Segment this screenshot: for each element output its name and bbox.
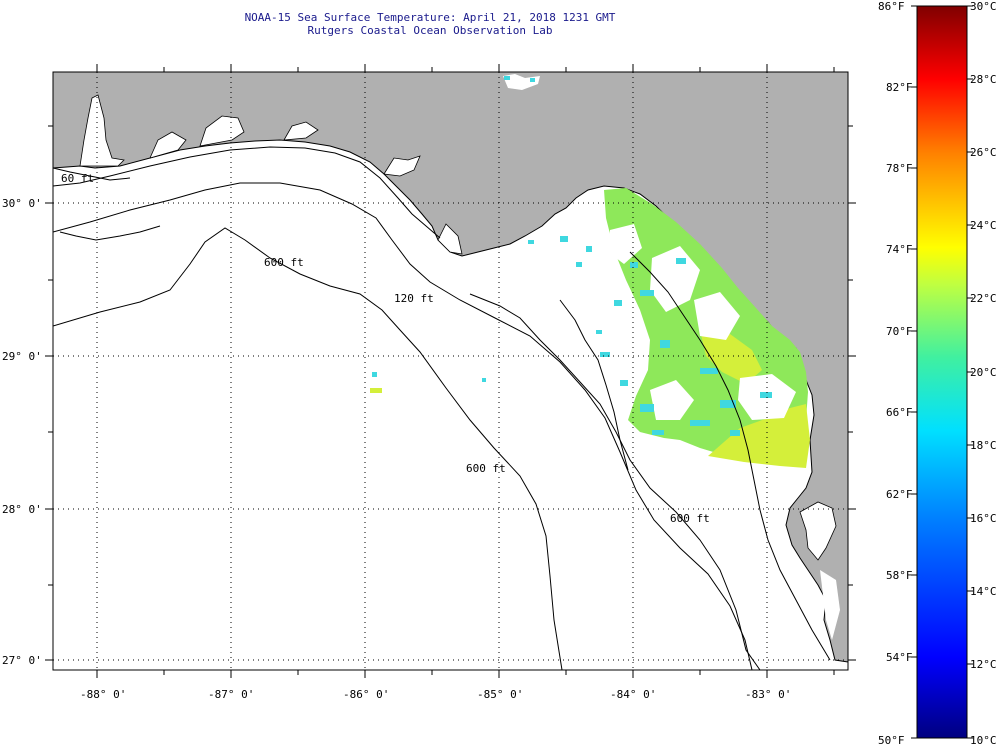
lat-label: 30° 0' (2, 197, 42, 210)
contour-label: 600 ft (466, 462, 506, 475)
lon-label: -83° 0' (745, 688, 791, 701)
colorbar-label-f: 58°F (886, 569, 913, 582)
sst-cyan-speckle (372, 76, 772, 436)
tick-marks (45, 64, 856, 678)
land-mass (53, 72, 848, 663)
colorbar-label-c: 30°C (970, 0, 997, 13)
colorbar (916, 5, 968, 739)
lat-label: 29° 0' (2, 350, 42, 363)
contour-label: 600 ft (670, 512, 710, 525)
map-frame (52, 71, 849, 671)
contour-label: 120 ft (394, 292, 434, 305)
lat-label: 27° 0' (2, 654, 42, 667)
sst-yellow-patch (708, 404, 810, 468)
colorbar-label-f: 50°F (878, 734, 905, 747)
colorbar-label-c: 12°C (970, 658, 997, 671)
colorbar-label-f: 66°F (886, 406, 913, 419)
depth-contours (53, 146, 831, 670)
colorbar-ticks (911, 5, 973, 739)
colorbar-label-c: 18°C (970, 439, 997, 452)
colorbar-label-f: 86°F (878, 0, 905, 13)
lon-label: -85° 0' (477, 688, 523, 701)
lat-label: 28° 0' (2, 503, 42, 516)
contour-label: 60 ft (61, 172, 94, 185)
colorbar-label-c: 26°C (970, 146, 997, 159)
colorbar-label-c: 16°C (970, 512, 997, 525)
colorbar-label-c: 22°C (970, 292, 997, 305)
lon-label: -86° 0' (343, 688, 389, 701)
lon-label: -87° 0' (208, 688, 254, 701)
colorbar-label-f: 78°F (886, 162, 913, 175)
colorbar-label-c: 10°C (970, 734, 997, 747)
map-subtitle: Rutgers Coastal Ocean Observation Lab (307, 24, 553, 37)
colorbar-label-f: 54°F (886, 651, 913, 664)
colorbar-label-c: 20°C (970, 366, 997, 379)
contour-label: 600 ft (264, 256, 304, 269)
colorbar-label-c: 24°C (970, 219, 997, 232)
map-title: NOAA-15 Sea Surface Temperature: April 2… (244, 11, 616, 24)
colorbar-label-c: 14°C (970, 585, 997, 598)
lon-label: -84° 0' (610, 688, 656, 701)
lon-label: -88° 0' (80, 688, 126, 701)
colorbar-label-f: 70°F (886, 325, 913, 338)
colorbar-label-f: 62°F (886, 488, 913, 501)
colorbar-label-c: 28°C (970, 73, 997, 86)
colorbar-label-f: 74°F (886, 243, 913, 256)
colorbar-label-f: 82°F (886, 81, 913, 94)
